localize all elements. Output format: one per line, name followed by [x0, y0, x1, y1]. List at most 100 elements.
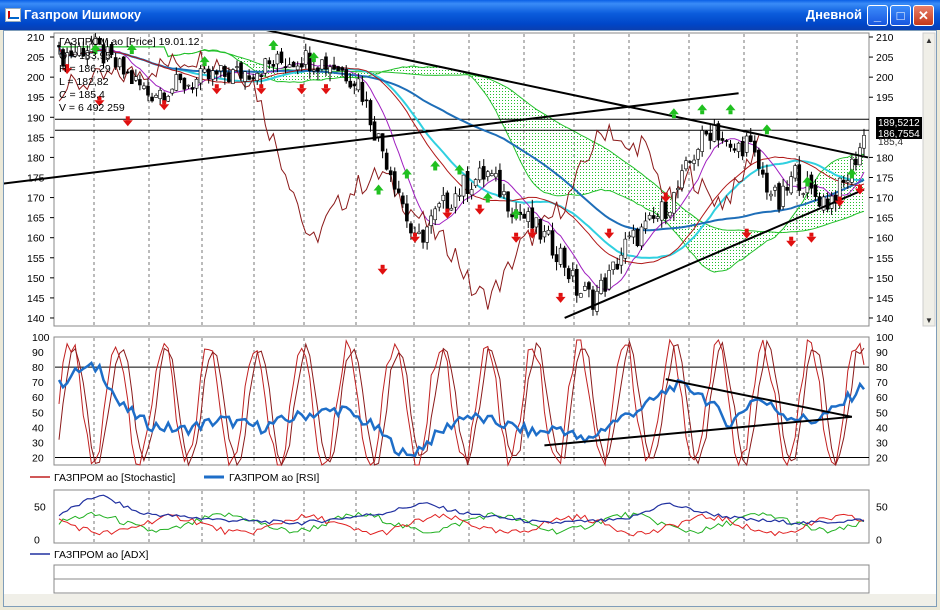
maximize-icon: □	[896, 8, 905, 23]
buy-arrow-stem	[485, 198, 490, 203]
candle-body	[781, 185, 785, 207]
candle-body	[465, 170, 470, 194]
osc-tick-label: 60	[32, 392, 44, 404]
candle-body	[97, 37, 102, 45]
candle-body	[611, 261, 615, 270]
price-tick-label: 160	[27, 233, 45, 245]
candle-body	[692, 159, 696, 164]
price-tag-2: 186,7554	[878, 129, 920, 140]
candle-body	[380, 133, 385, 152]
sell-arrow-icon	[94, 100, 105, 107]
candle-body	[453, 193, 458, 208]
buy-arrow-icon	[199, 56, 210, 63]
price-tick-label: 180	[27, 152, 45, 164]
maximize-button[interactable]: □	[890, 5, 911, 26]
candle-body	[785, 187, 789, 191]
candle-body	[295, 65, 300, 71]
price-tick-label-right: 195	[876, 92, 894, 104]
buy-arrow-icon	[697, 104, 708, 111]
vertical-scrollbar[interactable]	[922, 32, 936, 327]
buy-arrow-icon	[90, 44, 101, 51]
candle-body	[498, 169, 502, 197]
candle-body	[214, 70, 219, 75]
sell-arrow-icon	[555, 296, 566, 303]
candle-body	[635, 228, 640, 247]
sell-arrow-stem	[162, 100, 167, 105]
candle-body	[647, 215, 652, 220]
sell-arrow-stem	[514, 232, 519, 237]
candle-body	[202, 68, 207, 73]
sell-arrow-icon	[442, 212, 453, 219]
candle-body	[765, 172, 769, 193]
candle-body	[130, 70, 134, 85]
sell-arrow-stem	[663, 192, 668, 197]
title-bar[interactable]: Газпром Ишимоку Дневной _ □ ✕	[0, 0, 940, 30]
scroll-down-icon[interactable]: ▼	[925, 316, 933, 325]
price-legend-title: ГАЗПРОМ ао [Price] 19.01.12	[59, 36, 200, 48]
adx-panel[interactable]	[53, 489, 870, 544]
candle-body	[688, 161, 692, 163]
candle-body	[433, 208, 438, 221]
close-button[interactable]: ✕	[913, 5, 934, 26]
buy-arrow-stem	[728, 110, 733, 115]
candle-body	[619, 254, 624, 266]
horizontal-scrollbar[interactable]	[4, 594, 936, 606]
adx-minus-di-line	[58, 513, 865, 537]
candle-body	[150, 96, 154, 102]
price-tick-label-right: 175	[876, 172, 894, 184]
chart-canvas[interactable]: 2102052001951901851801751701651601551501…	[0, 28, 936, 606]
candle-body	[85, 50, 90, 60]
price-tag-1-bg	[876, 117, 922, 128]
scroll-up-icon[interactable]: ▲	[925, 36, 933, 45]
candle-body	[409, 223, 413, 234]
candle-body	[591, 289, 595, 310]
rsi-line	[57, 361, 865, 458]
osc-tick-label: 90	[32, 347, 44, 359]
sell-arrow-stem	[857, 184, 862, 189]
candle-body	[174, 74, 179, 91]
candle-body	[356, 78, 361, 91]
candle-body	[198, 68, 203, 84]
candle-body	[490, 173, 494, 177]
buy-arrow-stem	[433, 166, 438, 171]
candle-body	[170, 88, 175, 94]
app-icon	[5, 8, 21, 22]
candle-body	[279, 51, 284, 64]
price-tick-label-right: 170	[876, 193, 894, 205]
candle-body	[239, 62, 243, 79]
candle-body	[668, 212, 672, 217]
price-tick-label-right: 145	[876, 293, 894, 305]
candle-body	[158, 90, 162, 99]
candle-body	[477, 167, 482, 181]
sell-arrow-icon	[474, 208, 485, 215]
minimize-icon: _	[873, 8, 882, 23]
candle-body	[740, 140, 745, 157]
candle-body	[534, 217, 539, 228]
candle-body	[219, 65, 223, 72]
candle-body	[761, 169, 765, 175]
candle-body	[744, 135, 749, 153]
buy-arrow-stem	[93, 50, 98, 55]
osc-tick-label: 40	[32, 422, 44, 434]
candle-body	[267, 60, 272, 65]
candle-body	[558, 247, 563, 265]
adx-tick-label-right: 50	[876, 502, 888, 514]
sell-arrow-stem	[380, 264, 385, 269]
candle-body	[724, 140, 729, 142]
candle-body	[716, 123, 721, 141]
adx-plus-di-line	[58, 511, 865, 535]
candle-body	[469, 189, 474, 196]
buy-arrow-stem	[129, 50, 134, 55]
candle-body	[61, 49, 65, 67]
price-tick-label: 140	[27, 313, 45, 325]
candle-body	[777, 183, 781, 210]
candle-body	[680, 170, 684, 189]
sell-arrow-icon	[834, 200, 845, 207]
candle-body	[494, 173, 498, 178]
candle-body	[247, 75, 251, 80]
price-tag-1: 189,5212	[878, 118, 920, 129]
minimize-button[interactable]: _	[867, 5, 888, 26]
candle-body	[227, 72, 231, 83]
candle-body	[223, 66, 227, 77]
candle-body	[299, 63, 304, 68]
